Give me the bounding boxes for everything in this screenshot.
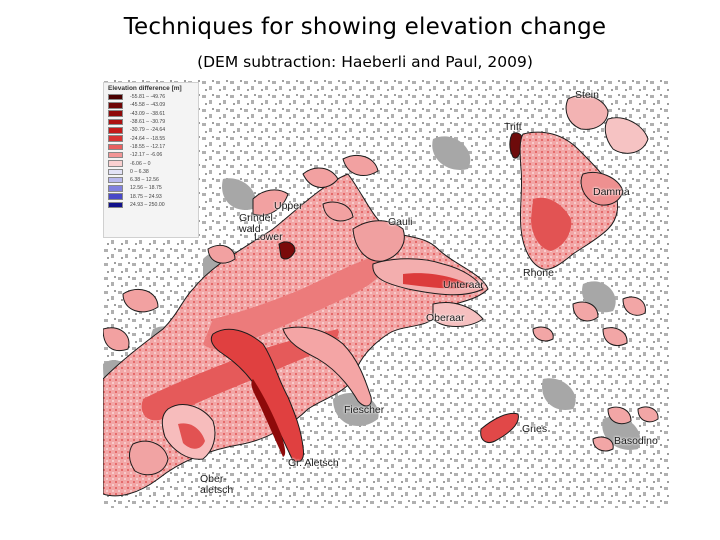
- label-gr-aletsch: Gr. Aletsch: [288, 457, 339, 469]
- label-damma: Damma: [593, 186, 630, 198]
- legend-row: 12.56 – 18.75: [104, 184, 198, 192]
- glacier-complex-east: [519, 95, 649, 270]
- label-oberaar: Oberaar: [426, 312, 465, 324]
- legend-range-label: -55.81 – -49.76: [130, 94, 166, 101]
- legend-swatch: [108, 143, 123, 151]
- legend-row: 18.75 – 24.93: [104, 193, 198, 201]
- legend-swatch: [108, 160, 123, 167]
- legend-row: -43.09 – -38.61: [104, 110, 198, 118]
- map-graphic: [103, 79, 669, 508]
- legend-range-label: -43.09 – -38.61: [130, 110, 166, 117]
- legend-row: -12.17 – -6.06: [104, 151, 198, 159]
- slide-title: Techniques for showing elevation change: [123, 14, 607, 40]
- legend-swatch: [108, 135, 123, 142]
- legend-range-label: 6.38 – 12.56: [130, 177, 159, 184]
- legend-row: 0 – 6.38: [104, 168, 198, 176]
- glacier-fingers-north: [103, 155, 379, 352]
- legend-range-label: 12.56 – 18.75: [130, 185, 162, 192]
- label-fiescher: Fiescher: [344, 404, 385, 416]
- glacier-patches-east: [532, 296, 659, 452]
- label-gauli: Gauli: [388, 216, 413, 228]
- legend-range-label: -45.58 – -43.09: [130, 102, 166, 109]
- glacier-aletsch: [129, 326, 372, 476]
- legend-row: -30.79 – -24.64: [104, 126, 198, 134]
- legend-row: -18.55 – -12.17: [104, 143, 198, 151]
- elevation-change-map: Elevation difference [m] -55.81 – -49.76…: [103, 79, 669, 508]
- legend-swatch: [108, 151, 123, 159]
- label-oberaletsch: Ober- aletsch: [200, 473, 234, 496]
- label-grindelwald: Grindel- wald: [239, 212, 277, 235]
- legend-swatch: [108, 93, 123, 101]
- legend-swatch: [108, 110, 123, 117]
- label-stein: Stein: [575, 89, 599, 101]
- legend-range-label: 24.93 – 250.00: [130, 202, 165, 208]
- legend-swatch: [108, 168, 123, 176]
- label-upper: Upper: [274, 200, 303, 212]
- legend-row: -45.58 – -43.09: [104, 101, 198, 109]
- label-basodino: Basodino: [614, 435, 658, 447]
- label-unteraar: Unteraar: [443, 279, 484, 291]
- legend-range-label: -12.17 – -6.06: [130, 152, 163, 159]
- glacier-tongue-lower-grindelwald: [278, 241, 296, 260]
- legend-range-label: 18.75 – 24.93: [130, 193, 162, 200]
- legend-title: Elevation difference [m]: [108, 85, 182, 92]
- label-rhone: Rhone: [523, 267, 554, 279]
- glacier-unteraar-gauli: [352, 220, 484, 327]
- legend-range-label: -6.06 – 0: [130, 160, 151, 167]
- slide-subtitle: (DEM subtraction: Haeberli and Paul, 200…: [197, 53, 533, 71]
- legend-swatch: [108, 127, 123, 134]
- legend-range-label: -30.79 – -24.64: [130, 127, 166, 134]
- label-trift: Trift: [504, 121, 522, 133]
- legend-swatch: [108, 118, 123, 126]
- legend-range-label: -38.61 – -30.79: [130, 119, 166, 126]
- legend-swatch: [108, 201, 123, 209]
- legend-range-label: 0 – 6.38: [130, 168, 149, 175]
- legend-row: -6.06 – 0: [104, 159, 198, 167]
- map-legend: Elevation difference [m] -55.81 – -49.76…: [103, 82, 199, 238]
- glacier-gries: [480, 412, 519, 443]
- legend-swatch: [108, 185, 123, 192]
- label-gries: Gries: [522, 423, 548, 435]
- legend-swatch: [108, 102, 123, 109]
- legend-row: 6.38 – 12.56: [104, 176, 198, 184]
- legend-swatch: [108, 176, 123, 184]
- legend-range-label: -18.55 – -12.17: [130, 143, 166, 150]
- label-lower: Lower: [254, 231, 283, 243]
- legend-range-label: -24.64 – -18.55: [130, 135, 166, 142]
- legend-row: -24.64 – -18.55: [104, 134, 198, 142]
- legend-swatch: [108, 193, 123, 200]
- legend-rows: -55.81 – -49.76 -45.58 – -43.09 -43.09 – -…: [104, 93, 198, 209]
- legend-row: -38.61 – -30.79: [104, 118, 198, 126]
- legend-row: -55.81 – -49.76: [104, 93, 198, 101]
- legend-row: 24.93 – 250.00: [104, 201, 198, 209]
